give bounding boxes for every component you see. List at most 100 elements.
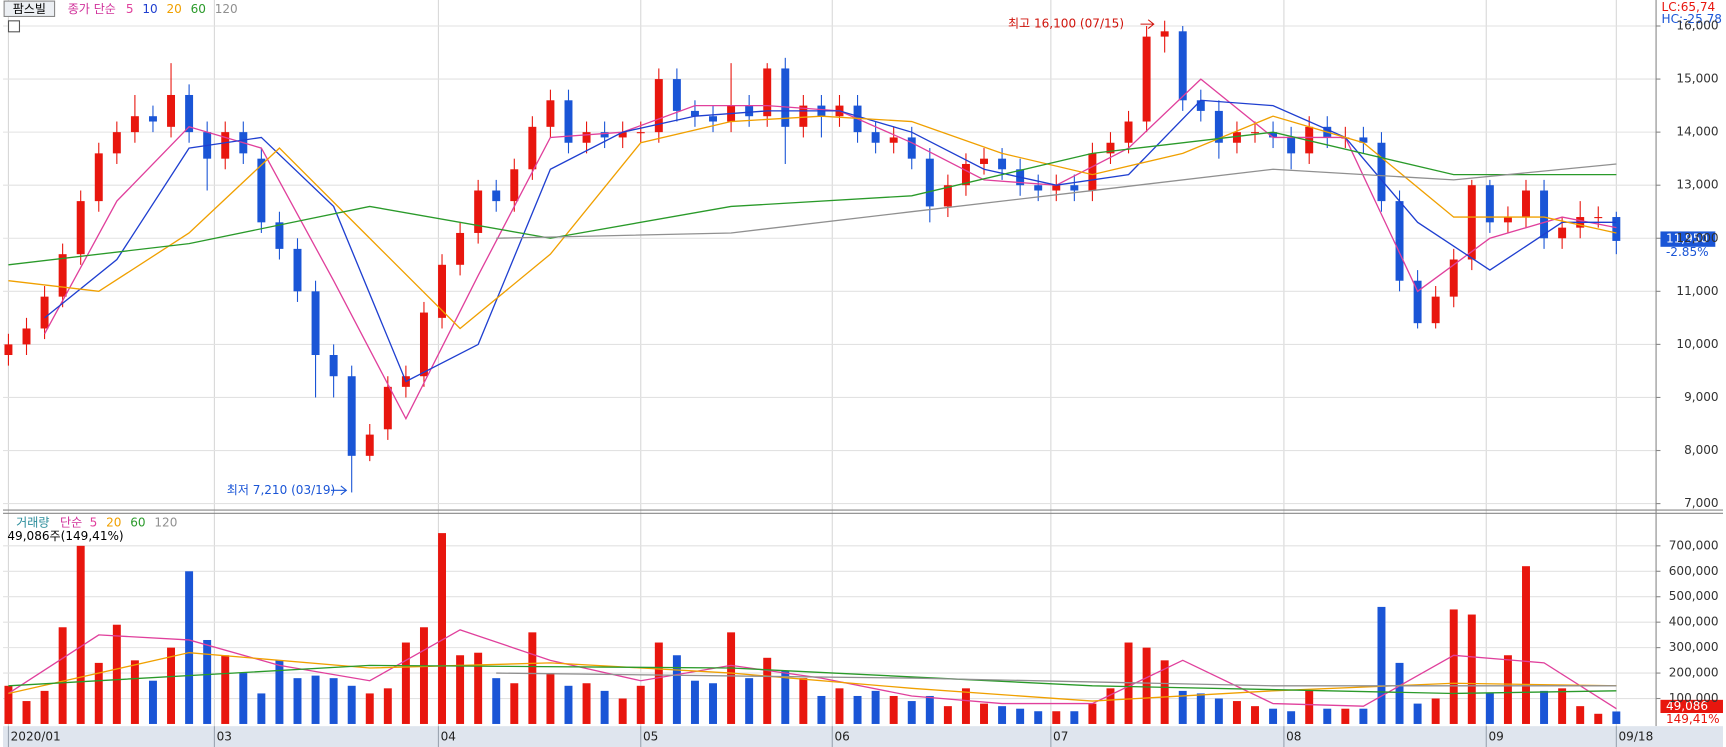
candle-body (492, 190, 501, 202)
candle-body (1558, 227, 1567, 239)
volume-bar (1088, 703, 1097, 724)
candle-body (510, 169, 519, 202)
volume-bar (203, 639, 212, 724)
volume-bar (1522, 566, 1530, 724)
candle-body (925, 158, 934, 207)
ma-line (496, 163, 1617, 239)
candle-body (22, 328, 31, 345)
volume-bar (94, 662, 103, 724)
x-tick-label: 09 (1488, 730, 1503, 744)
candle-body (148, 116, 157, 122)
candle-body (1413, 280, 1422, 324)
candle-body (1503, 217, 1512, 223)
candle-body (1124, 121, 1133, 143)
volume-bar (1377, 606, 1386, 724)
candle-body (745, 105, 754, 117)
volume-bar (4, 685, 13, 724)
candle-body (347, 376, 356, 456)
volume-bar (618, 698, 627, 724)
candle-body (1594, 217, 1603, 219)
candle-body (1052, 185, 1061, 191)
volume-bar (1576, 706, 1585, 724)
ma-line (8, 115, 1617, 330)
y-tick-label: 200,000 (1669, 666, 1719, 680)
y-tick-label: 16,000 (1676, 19, 1718, 33)
volume-bar (1196, 693, 1205, 724)
candle-body (1359, 137, 1368, 143)
volume-bar (889, 695, 898, 724)
candle-body (1522, 190, 1530, 218)
ma-line (496, 672, 1617, 687)
volume-bar (781, 670, 790, 724)
legend-entry: 60 (191, 2, 206, 16)
x-tick-label: 06 (834, 730, 849, 744)
candle-body (4, 344, 13, 356)
plot (4, 20, 1621, 724)
candle-body (275, 222, 284, 249)
candle-body (1269, 132, 1278, 138)
ma-label: 종가 단순 (68, 2, 116, 16)
legend-entry: 120 (215, 2, 238, 16)
candle-body (564, 100, 573, 143)
candle-body (1232, 132, 1241, 143)
volume-bar (727, 632, 736, 724)
settings-icon[interactable] (7, 20, 21, 33)
volume-bar (257, 693, 266, 724)
candle-body (1612, 217, 1621, 241)
hc-label: HC:-25,78 (1662, 12, 1722, 26)
volume-bar (58, 627, 67, 724)
candle-body (998, 158, 1007, 170)
x-tick-label: 05 (643, 730, 658, 744)
volume-bar (76, 545, 85, 724)
candle-body (40, 296, 49, 329)
volume-bar (961, 688, 970, 724)
volume-bar (365, 693, 374, 724)
volume-bar (1178, 690, 1187, 724)
ma-line (8, 664, 1617, 695)
y-tick-label: 10,000 (1676, 337, 1718, 351)
volume-bar (40, 690, 49, 724)
volume-bar (167, 647, 176, 724)
volume-label: 거래량 (16, 516, 49, 530)
volume-bar (1070, 711, 1079, 724)
volume-bar (1503, 655, 1512, 724)
volume-bar (1305, 690, 1314, 724)
volume-bar (636, 685, 645, 724)
candle-body (636, 132, 645, 134)
candle-body (1070, 185, 1079, 191)
candle-body (365, 434, 374, 456)
candle-body (1431, 296, 1440, 324)
candle-body (474, 190, 483, 233)
candle-body (94, 153, 103, 202)
volume-bar (1467, 614, 1476, 724)
candle-body (1287, 137, 1296, 154)
high-arrow (1140, 19, 1155, 29)
x-axis-bar (3, 726, 1723, 747)
candle-body (456, 232, 465, 265)
volume-bar (1287, 711, 1296, 724)
volume-bar (383, 688, 392, 724)
candle-body (1214, 110, 1223, 143)
y-tick-label: 15,000 (1676, 72, 1718, 86)
chart-title: 팜스빌 (13, 2, 46, 16)
volume-bar (1540, 690, 1549, 724)
ma-line (8, 131, 1617, 266)
volume-bar (1413, 703, 1422, 724)
volume-bar (1449, 609, 1458, 724)
candle-body (1251, 132, 1259, 134)
volume-bar (438, 533, 446, 724)
volume-bar (1016, 708, 1025, 724)
ma-line (8, 629, 1617, 710)
candle-body (311, 291, 320, 356)
volume-last: 49,086 (1666, 699, 1708, 713)
volume-bar (1214, 698, 1223, 724)
volume-bar (1034, 711, 1043, 724)
candle-body (654, 79, 663, 133)
volume-bar (1359, 708, 1368, 724)
y-tick-label: 7,000 (1684, 496, 1719, 510)
candle-body (618, 132, 627, 138)
y-tick-label: 11,000 (1676, 284, 1718, 298)
title-button[interactable] (3, 0, 56, 18)
